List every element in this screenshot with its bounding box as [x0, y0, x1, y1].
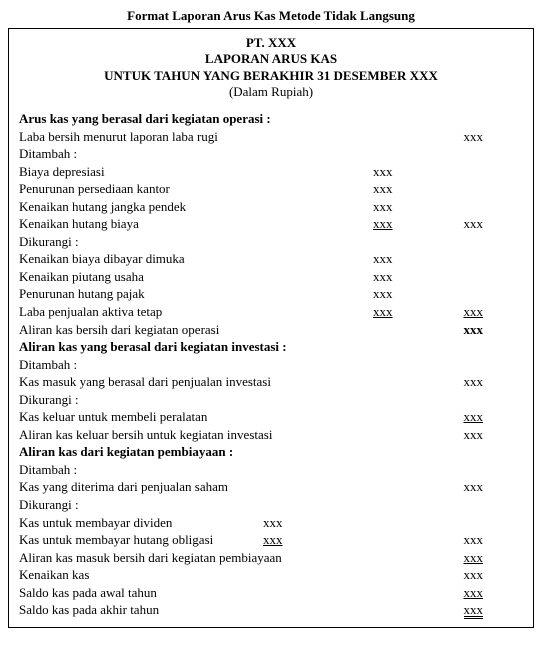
line-value: xxx — [373, 250, 428, 268]
line-label: Penurunan persediaan kantor — [19, 180, 318, 198]
line-item: Aliran kas bersih dari kegiatan operasi … — [19, 321, 523, 339]
line-value: xxx — [464, 550, 484, 565]
line-item: Saldo kas pada awal tahun xxx — [19, 584, 523, 602]
document-title: Format Laporan Arus Kas Metode Tidak Lan… — [8, 8, 534, 24]
line-value: xxx — [428, 128, 487, 146]
line-label: Biaya depresiasi — [19, 163, 318, 181]
line-value: xxx — [464, 304, 484, 319]
line-value: xxx — [428, 566, 487, 584]
line-label: Kas untuk membayar dividen — [19, 514, 263, 532]
line-item: Kenaikan hutang biaya xxx xxx — [19, 215, 523, 233]
line-label: Laba penjualan aktiva tetap — [19, 303, 318, 321]
line-value: xxx — [428, 215, 487, 233]
line-value: xxx — [373, 163, 428, 181]
line-label: Kas masuk yang berasal dari penjualan in… — [19, 373, 318, 391]
line-item: Penurunan hutang pajak xxx — [19, 285, 523, 303]
line-value: xxx — [373, 198, 428, 216]
line-item: Kas untuk membayar hutang obligasi xxx x… — [19, 531, 523, 549]
line-label: Dikurangi : — [19, 233, 318, 251]
line-label: Kenaikan piutang usaha — [19, 268, 318, 286]
line-label: Kenaikan hutang biaya — [19, 215, 318, 233]
line-value: xxx — [428, 426, 487, 444]
line-value: xxx — [464, 603, 484, 619]
line-label: Dikurangi : — [19, 391, 318, 409]
line-item: Kas untuk membayar dividen xxx — [19, 514, 523, 532]
line-value: xxx — [428, 373, 487, 391]
report-title: LAPORAN ARUS KAS — [19, 51, 523, 67]
report-box: PT. XXX LAPORAN ARUS KAS UNTUK TAHUN YAN… — [8, 28, 534, 628]
line-value: xxx — [464, 409, 484, 424]
line-item: Saldo kas pada akhir tahun xxx — [19, 601, 523, 619]
line-item: Aliran kas keluar bersih untuk kegiatan … — [19, 426, 523, 444]
line-value: xxx — [263, 532, 283, 547]
line-value: xxx — [373, 304, 393, 319]
line-item: Kenaikan hutang jangka pendek xxx — [19, 198, 523, 216]
line-value: xxx — [428, 478, 487, 496]
report-currency: (Dalam Rupiah) — [19, 84, 523, 100]
line-item: Penurunan persediaan kantor xxx — [19, 180, 523, 198]
line-value: xxx — [428, 531, 487, 549]
line-label: Kas yang diterima dari penjualan saham — [19, 478, 318, 496]
line-value: xxx — [464, 585, 484, 600]
line-value: xxx — [373, 216, 393, 231]
line-value: xxx — [373, 268, 428, 286]
line-value: xxx — [263, 514, 318, 532]
line-label: Dikurangi : — [19, 496, 318, 514]
line-label: Ditambah : — [19, 145, 318, 163]
line-value: xxx — [373, 285, 428, 303]
line-label: Aliran kas bersih dari kegiatan operasi — [19, 321, 318, 339]
line-label: Kenaikan biaya dibayar dimuka — [19, 250, 318, 268]
section-heading-investasi: Aliran kas yang berasal dari kegiatan in… — [19, 338, 318, 356]
line-label: Ditambah : — [19, 461, 318, 479]
line-item: Kas yang diterima dari penjualan saham x… — [19, 478, 523, 496]
line-label: Penurunan hutang pajak — [19, 285, 318, 303]
line-item: Kas masuk yang berasal dari penjualan in… — [19, 373, 523, 391]
line-label: Kenaikan hutang jangka pendek — [19, 198, 318, 216]
line-item: Aliran kas masuk bersih dari kegiatan pe… — [19, 549, 523, 567]
line-label: Aliran kas masuk bersih dari kegiatan pe… — [19, 549, 318, 567]
line-item: Laba penjualan aktiva tetap xxx xxx — [19, 303, 523, 321]
section-heading-pembiayaan: Aliran kas dari kegiatan pembiayaan : — [19, 443, 318, 461]
line-value: xxx — [428, 321, 487, 339]
line-label: Kas untuk membayar hutang obligasi — [19, 531, 263, 549]
line-item: Kenaikan kas xxx — [19, 566, 523, 584]
line-value: xxx — [373, 180, 428, 198]
line-label: Laba bersih menurut laporan laba rugi — [19, 128, 318, 146]
line-item: Biaya depresiasi xxx — [19, 163, 523, 181]
report-period: UNTUK TAHUN YANG BERAKHIR 31 DESEMBER XX… — [19, 68, 523, 84]
line-item: Kenaikan biaya dibayar dimuka xxx — [19, 250, 523, 268]
line-label: Kenaikan kas — [19, 566, 318, 584]
line-label: Saldo kas pada akhir tahun — [19, 601, 318, 619]
company-name: PT. XXX — [19, 35, 523, 51]
line-item: Laba bersih menurut laporan laba rugi xx… — [19, 128, 523, 146]
line-label: Kas keluar untuk membeli peralatan — [19, 408, 318, 426]
line-label: Aliran kas keluar bersih untuk kegiatan … — [19, 426, 318, 444]
section-heading-operasi: Arus kas yang berasal dari kegiatan oper… — [19, 110, 318, 128]
line-label: Ditambah : — [19, 356, 318, 374]
line-item: Kas keluar untuk membeli peralatan xxx — [19, 408, 523, 426]
line-item: Kenaikan piutang usaha xxx — [19, 268, 523, 286]
line-label: Saldo kas pada awal tahun — [19, 584, 318, 602]
